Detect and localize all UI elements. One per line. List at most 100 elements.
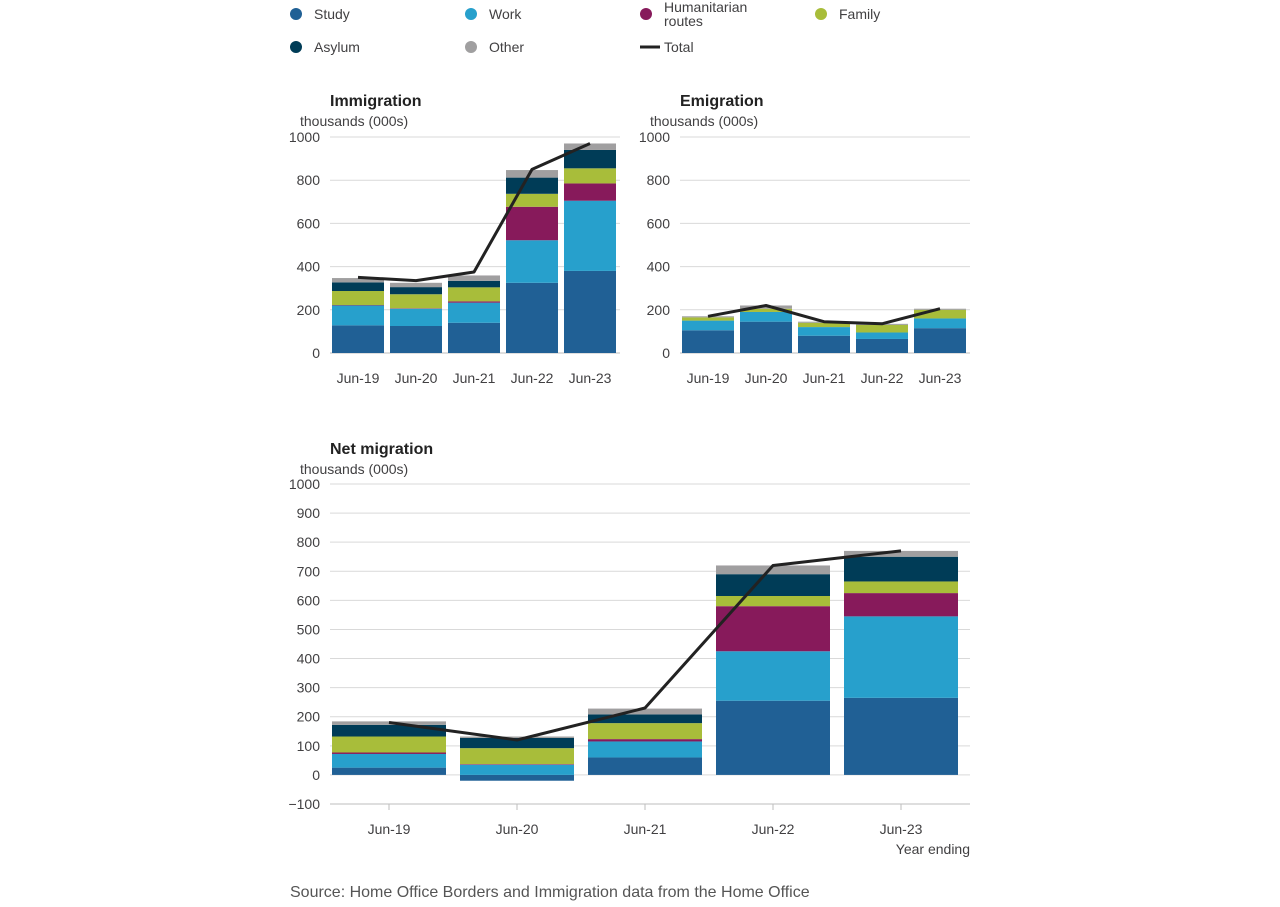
emigration-bar-work-jun-20 bbox=[740, 311, 792, 322]
emigration-bar-family-jun-22 bbox=[856, 324, 908, 333]
emigration-x-tick-label-jun-20: Jun-20 bbox=[745, 370, 788, 386]
immigration-total-line bbox=[357, 142, 591, 283]
immigration-bar-asylum-jun-23 bbox=[564, 149, 616, 169]
legend-dot-study bbox=[290, 8, 302, 20]
net-bar-asylum-jun-21 bbox=[588, 714, 702, 724]
net-y-tick-label: 300 bbox=[297, 680, 321, 696]
immigration-bar-asylum-jun-20 bbox=[390, 287, 442, 295]
emigration-x-tick-label-jun-21: Jun-21 bbox=[803, 370, 846, 386]
immigration-bar-family-jun-19 bbox=[332, 291, 384, 306]
net-y-tick-label: 200 bbox=[297, 709, 321, 725]
net-bar-family-jun-22 bbox=[716, 596, 830, 607]
net-bar-study-jun-20 bbox=[460, 774, 574, 781]
emigration-total-line bbox=[707, 304, 941, 326]
immigration-bar-other-jun-20 bbox=[390, 282, 442, 288]
immigration-bar-family-jun-22 bbox=[506, 193, 558, 207]
net-y-tick-label: 700 bbox=[297, 563, 321, 579]
immigration-y-tick-label: 0 bbox=[312, 345, 320, 361]
net-bar-study-jun-19 bbox=[332, 767, 446, 775]
net-bar-asylum-jun-23 bbox=[844, 556, 958, 582]
net-bar-family-jun-19 bbox=[332, 736, 446, 753]
immigration-bar-study-jun-21 bbox=[448, 322, 500, 353]
emigration-bar-family-jun-23 bbox=[914, 309, 966, 319]
net-bar-asylum-jun-19 bbox=[332, 724, 446, 737]
net-bar-other-jun-23 bbox=[844, 550, 958, 557]
net-bar-other-jun-20 bbox=[460, 736, 574, 738]
immigration-bar-other-jun-19 bbox=[332, 278, 384, 283]
legend-dot-family bbox=[815, 8, 827, 20]
legend-item-study: Study bbox=[290, 6, 350, 22]
net-bar-study-jun-23 bbox=[844, 697, 958, 775]
legend-label-study: Study bbox=[314, 6, 350, 22]
immigration-bar-family-jun-20 bbox=[390, 294, 442, 309]
emigration-y-tick-label: 600 bbox=[647, 215, 671, 231]
immigration-bar-humanitarian-jun-23 bbox=[564, 183, 616, 201]
legend-item-total: Total bbox=[640, 39, 694, 55]
immigration-bar-study-jun-20 bbox=[390, 326, 442, 353]
emigration-bar-work-jun-19 bbox=[682, 320, 734, 331]
net-bar-work-jun-23 bbox=[844, 616, 958, 698]
immigration-bar-work-jun-21 bbox=[448, 302, 500, 323]
immigration-bar-other-jun-21 bbox=[448, 275, 500, 281]
immigration-bar-study-jun-23 bbox=[564, 270, 616, 353]
net-y-tick-label: −100 bbox=[288, 796, 320, 812]
emigration-bar-study-jun-23 bbox=[914, 328, 966, 353]
net-y-tick-label: 100 bbox=[297, 738, 321, 754]
legend-label-other: Other bbox=[489, 39, 524, 55]
net-bar-humanitarian-jun-22 bbox=[716, 606, 830, 652]
net-bar-work-jun-20 bbox=[460, 764, 574, 775]
emigration-y-tick-label: 400 bbox=[647, 259, 671, 275]
net-bar-other-jun-22 bbox=[716, 565, 830, 575]
net-bar-study-jun-22 bbox=[716, 700, 830, 775]
immigration-bar-other-jun-23 bbox=[564, 143, 616, 150]
immigration-bar-study-jun-19 bbox=[332, 325, 384, 353]
immigration-bar-family-jun-23 bbox=[564, 168, 616, 184]
net-bar-work-jun-21 bbox=[588, 741, 702, 758]
emigration-y-tick-label: 200 bbox=[647, 302, 671, 318]
immigration-x-tick-label-jun-22: Jun-22 bbox=[511, 370, 554, 386]
net-bar-family-jun-21 bbox=[588, 723, 702, 740]
immigration-bar-work-jun-20 bbox=[390, 308, 442, 326]
net-bar-humanitarian-jun-20 bbox=[460, 764, 574, 765]
emigration-y-tick-label: 0 bbox=[662, 345, 670, 361]
legend-item-asylum: Asylum bbox=[290, 39, 360, 55]
net-bar-humanitarian-jun-21 bbox=[588, 739, 702, 742]
net-bar-other-jun-21 bbox=[588, 708, 702, 715]
net-bar-study-jun-21 bbox=[588, 757, 702, 775]
immigration-bar-work-jun-19 bbox=[332, 305, 384, 326]
net-y-tick-label: 800 bbox=[297, 534, 321, 550]
net-unit-label: thousands (000s) bbox=[300, 461, 408, 477]
immigration-bar-study-jun-22 bbox=[506, 282, 558, 353]
emigration-bar-study-jun-22 bbox=[856, 338, 908, 353]
legend-item-family: Family bbox=[815, 6, 880, 22]
net-x-axis-label: Year ending bbox=[896, 841, 970, 857]
net-x-tick-label-jun-20: Jun-20 bbox=[496, 821, 539, 837]
net-y-tick-label: 400 bbox=[297, 651, 321, 667]
net-x-tick-label-jun-19: Jun-19 bbox=[368, 821, 411, 837]
net-title: Net migration bbox=[330, 441, 433, 458]
legend: Study Work Humanitarian routes Family Asylum O… bbox=[290, 0, 880, 55]
net-bar-family-jun-23 bbox=[844, 581, 958, 594]
immigration-bar-humanitarian-jun-21 bbox=[448, 301, 500, 303]
emigration-bar-other-jun-20 bbox=[740, 305, 792, 309]
emigration-x-tick-label-jun-23: Jun-23 bbox=[919, 370, 962, 386]
emigration-x-tick-label-jun-19: Jun-19 bbox=[687, 370, 730, 386]
net-bar-humanitarian-jun-19 bbox=[332, 752, 446, 754]
net-y-tick-label: 1000 bbox=[289, 476, 320, 492]
legend-dot-work bbox=[465, 8, 477, 20]
net-bar-asylum-jun-22 bbox=[716, 574, 830, 596]
legend-label-family: Family bbox=[839, 6, 880, 22]
legend-item-work: Work bbox=[465, 6, 522, 22]
emigration-y-tick-label: 1000 bbox=[639, 129, 670, 145]
emigration-bar-work-jun-23 bbox=[914, 318, 966, 329]
immigration-bar-asylum-jun-22 bbox=[506, 177, 558, 194]
legend-label-work: Work bbox=[489, 6, 522, 22]
net-y-tick-label: 900 bbox=[297, 505, 321, 521]
emigration-title: Emigration bbox=[680, 93, 764, 110]
immigration-x-tick-label-jun-23: Jun-23 bbox=[569, 370, 612, 386]
immigration-y-tick-label: 200 bbox=[297, 302, 321, 318]
net-x-tick-label-jun-21: Jun-21 bbox=[624, 821, 667, 837]
immigration-x-tick-label-jun-21: Jun-21 bbox=[453, 370, 496, 386]
immigration-y-tick-label: 600 bbox=[297, 215, 321, 231]
